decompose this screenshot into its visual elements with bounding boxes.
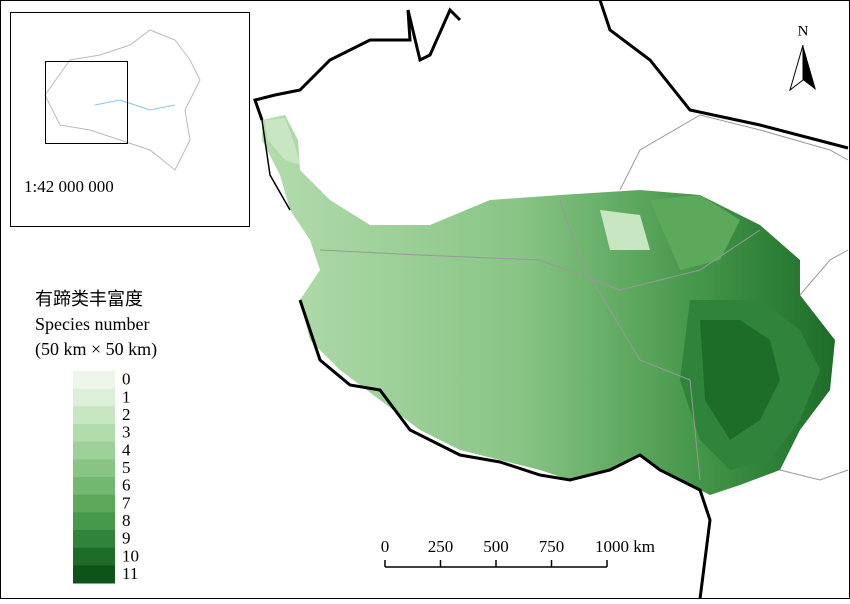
legend-swatch [73, 494, 115, 513]
legend-swatch [73, 441, 115, 460]
legend-title: Species number [35, 314, 149, 334]
basemap [253, 0, 849, 600]
scale-label: 0 [381, 537, 390, 556]
legend-title: 有蹄类丰富度 [35, 289, 143, 309]
scale-label: 500 [483, 537, 509, 556]
north-arrow: N [789, 23, 816, 92]
legend-label: 4 [122, 440, 131, 459]
inset: 1:42 000 000 [10, 12, 250, 227]
legend-swatch [73, 530, 115, 549]
scale-label: 750 [539, 537, 565, 556]
legend: 有蹄类丰富度 Species number (50 km × 50 km) 01234… [35, 289, 157, 584]
scale-label: 1000 km [595, 537, 655, 556]
legend-title: (50 km × 50 km) [35, 339, 157, 360]
legend-swatch [73, 406, 115, 425]
legend-swatch [73, 512, 115, 531]
legend-swatch [73, 547, 115, 566]
legend-label: 8 [122, 511, 131, 530]
legend-swatch [73, 459, 115, 478]
legend-label: 11 [122, 564, 138, 583]
legend-label: 0 [122, 370, 131, 389]
legend-label: 10 [122, 546, 139, 565]
legend-swatch [73, 424, 115, 443]
legend-swatch [73, 477, 115, 496]
legend-swatch [73, 565, 115, 584]
legend-label: 1 [122, 387, 131, 406]
legend-label: 7 [122, 493, 131, 512]
legend-label: 5 [122, 458, 131, 477]
scale-label: 250 [428, 537, 454, 556]
legend-label: 3 [122, 423, 131, 442]
legend-label: 9 [122, 529, 131, 548]
legend-swatch [73, 388, 115, 407]
legend-label: 6 [122, 476, 131, 495]
legend-label: 2 [122, 405, 131, 424]
scale-ratio: 1:42 000 000 [24, 177, 114, 196]
scale-bar: 0 250 500 750 1000 km [381, 537, 655, 568]
legend-swatch [73, 371, 115, 390]
north-label: N [798, 23, 809, 39]
